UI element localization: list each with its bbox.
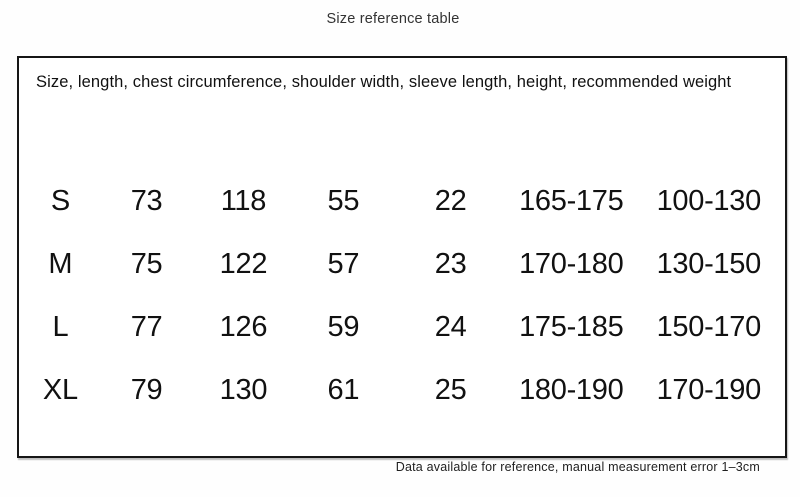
size-cell: S bbox=[50, 185, 70, 217]
size-cell: M bbox=[48, 248, 73, 280]
table-cell: 175-185 bbox=[519, 311, 624, 343]
table-cell: 22 bbox=[434, 185, 467, 217]
table-cell: 165-175 bbox=[519, 185, 624, 217]
table-cell: 170-190 bbox=[656, 374, 762, 406]
table-cell: 73 bbox=[130, 185, 163, 217]
table-row-s: S 73 118 55 22 165-175 100-130 bbox=[19, 170, 785, 233]
table-cell: 79 bbox=[130, 374, 163, 406]
table-cell: 24 bbox=[434, 311, 467, 343]
table-cell: 130 bbox=[219, 374, 268, 406]
page-title: Size reference table bbox=[326, 11, 460, 27]
table-cell: 118 bbox=[220, 185, 267, 217]
table-cell: 180-190 bbox=[519, 374, 624, 406]
table-row-xl: XL 79 130 61 25 180-190 170-190 bbox=[19, 359, 785, 422]
table-cell: 150-170 bbox=[656, 311, 762, 343]
table-cell: 23 bbox=[434, 248, 467, 280]
table-cell: 25 bbox=[434, 374, 467, 406]
table-cell: 57 bbox=[327, 248, 360, 280]
table-cell: 130-150 bbox=[656, 248, 762, 280]
table-row-m: M 75 122 57 23 170-180 130-150 bbox=[19, 233, 785, 296]
table-row-l: L 77 126 59 24 175-185 150-170 bbox=[19, 296, 785, 359]
table-cell: 59 bbox=[327, 311, 360, 343]
table-cell: 77 bbox=[130, 311, 163, 343]
table-cell: 75 bbox=[130, 248, 163, 280]
size-table: S 73 118 55 22 165-175 100-130 M 75 122 … bbox=[19, 170, 785, 422]
size-cell: L bbox=[52, 311, 69, 343]
table-cell: 122 bbox=[219, 248, 268, 280]
table-cell: 100-130 bbox=[656, 185, 762, 217]
table-cell: 55 bbox=[327, 185, 360, 217]
table-cell: 61 bbox=[327, 374, 360, 406]
table-header: Size, length, chest circumference, shoul… bbox=[36, 73, 732, 91]
table-cell: 126 bbox=[219, 311, 268, 343]
size-cell: XL bbox=[42, 374, 78, 406]
size-table-box: Size, length, chest circumference, shoul… bbox=[17, 56, 787, 458]
footer-note: Data available for reference, manual mea… bbox=[395, 460, 760, 474]
table-cell: 170-180 bbox=[519, 248, 624, 280]
